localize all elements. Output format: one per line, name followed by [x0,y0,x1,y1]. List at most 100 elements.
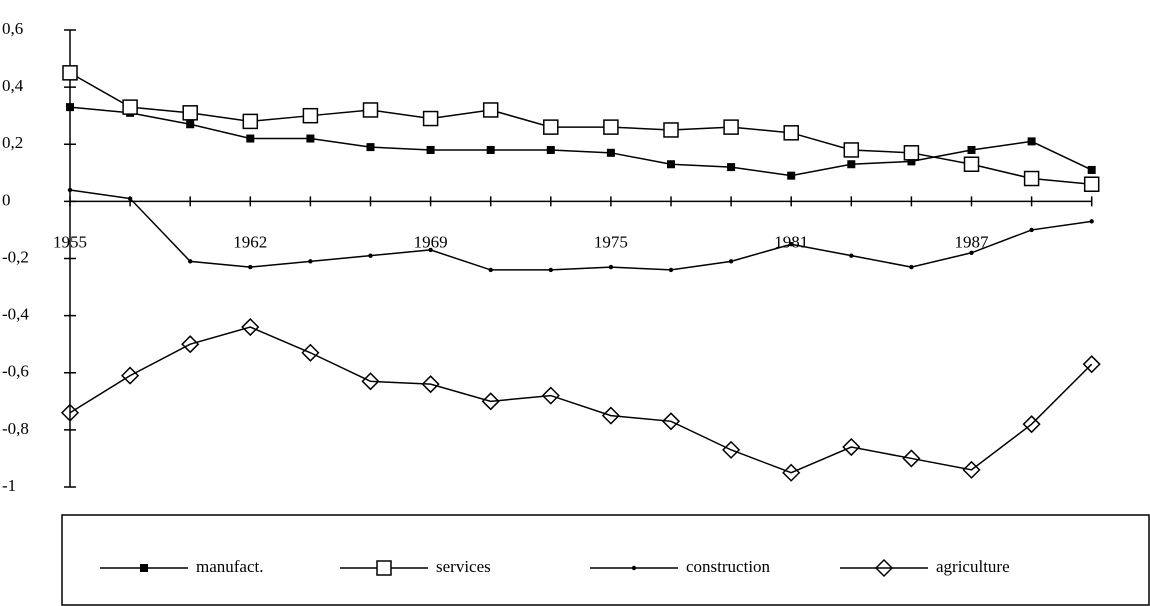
marker [909,264,914,270]
marker [1082,355,1101,374]
x-tick-label: 1962 [233,232,267,251]
marker [722,440,741,459]
marker [1022,415,1041,434]
marker [422,110,439,127]
marker [426,145,435,154]
marker [543,119,559,135]
legend-box [61,514,1150,606]
marker [1089,219,1094,224]
marker [606,148,615,157]
marker [661,412,681,431]
marker [1029,227,1034,233]
marker [967,145,976,154]
marker [1023,170,1040,187]
y-tick-label: 0 [2,190,11,209]
marker [482,102,499,118]
legend-marker [376,560,392,576]
marker [789,242,794,247]
y-tick-label: 0,2 [2,133,23,152]
marker [668,267,674,273]
marker [782,463,801,482]
marker [181,335,200,354]
marker [969,250,974,255]
marker [601,406,620,425]
marker [1027,137,1036,146]
marker [603,119,619,135]
marker [723,119,739,135]
legend-label: services [436,557,491,576]
marker [301,343,320,362]
marker [847,160,856,169]
marker [67,187,73,193]
marker [962,460,981,479]
marker [122,99,138,115]
marker [963,156,980,172]
marker [903,145,920,161]
marker [486,145,495,154]
marker [787,171,796,180]
legend-label: agriculture [936,557,1010,576]
marker [546,145,555,154]
marker [667,160,675,169]
marker [849,253,854,258]
marker [308,259,313,264]
marker [608,264,614,270]
marker [186,120,195,129]
marker [902,449,921,468]
y-tick-label: 0,6 [2,19,23,38]
marker [302,107,319,124]
marker [246,134,255,143]
y-tick-label: 0,4 [2,76,24,95]
x-tick-label: 1981 [774,232,808,251]
x-tick-label: 1955 [53,232,87,251]
marker [188,259,193,264]
marker [62,65,78,81]
series-line [69,189,1092,271]
marker [728,259,734,264]
y-tick-label: -0,8 [2,419,29,438]
y-tick-label: -1 [2,476,16,495]
marker [66,103,74,112]
marker [60,403,80,422]
marker [242,113,259,130]
x-tick-label: 1987 [955,232,990,251]
series-line [69,106,1093,177]
series-line [69,72,1092,185]
marker [121,366,140,385]
y-tick-label: -0,2 [2,247,29,266]
legend-marker [140,564,148,572]
marker [663,122,679,138]
marker [907,157,916,166]
marker [488,267,493,273]
marker [548,267,553,273]
marker [1083,176,1100,192]
marker [421,375,440,394]
marker [541,386,560,405]
x-tick-label: 1975 [594,232,628,251]
marker [843,142,860,158]
legend-marker [631,565,637,571]
marker [362,102,379,118]
marker [428,247,433,253]
y-tick-label: -0,4 [2,305,29,324]
marker [182,105,198,121]
marker [1087,165,1096,174]
legend-marker [874,558,894,578]
marker [366,143,375,152]
marker [361,372,380,391]
y-tick-label: -0,6 [2,362,29,381]
marker [481,392,500,411]
marker [127,196,133,201]
legend-label: manufact. [196,557,264,576]
marker [783,125,799,141]
legend-label: construction [686,557,771,576]
marker [842,437,861,457]
marker [241,317,260,337]
marker [368,253,373,258]
x-tick-label: 1969 [414,232,448,251]
marker [306,134,315,143]
series-line [69,326,1093,474]
marker [248,264,253,270]
marker [727,163,736,172]
